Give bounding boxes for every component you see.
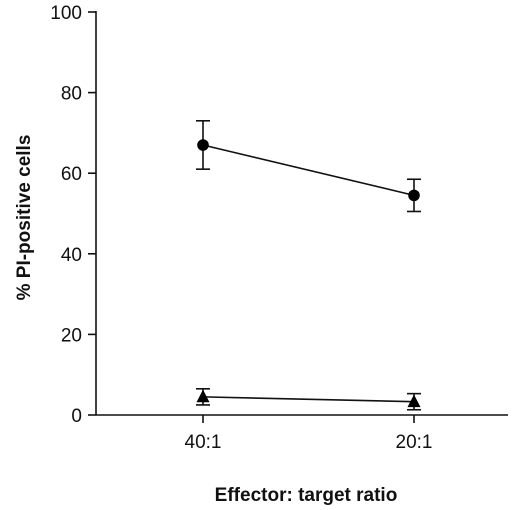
y-tick-label: 80 xyxy=(61,84,82,105)
x-tick-label: 20:1 xyxy=(396,432,433,453)
series-line xyxy=(202,396,415,403)
x-axis-title: Effector: target ratio xyxy=(215,485,398,506)
x-axis-ticks: 40:1 20:1 xyxy=(185,415,433,453)
series-line xyxy=(202,144,415,197)
series-group xyxy=(196,120,421,411)
y-axis-ticks: 0 20 40 60 80 100 xyxy=(50,3,96,427)
y-tick-label: 100 xyxy=(50,3,82,24)
y-tick-label: 60 xyxy=(61,164,82,185)
y-tick-label: 20 xyxy=(61,325,82,346)
data-point-triangle xyxy=(196,389,210,403)
data-point-circle xyxy=(408,189,420,202)
data-point-circle xyxy=(197,139,209,151)
y-axis-title: % PI-positive cells xyxy=(14,135,35,301)
x-tick-label: 40:1 xyxy=(185,432,222,453)
data-point-triangle xyxy=(407,394,421,408)
series-circle xyxy=(196,120,421,213)
series-triangle xyxy=(196,388,421,411)
y-tick-label: 0 xyxy=(71,406,82,427)
y-tick-label: 40 xyxy=(61,245,82,266)
